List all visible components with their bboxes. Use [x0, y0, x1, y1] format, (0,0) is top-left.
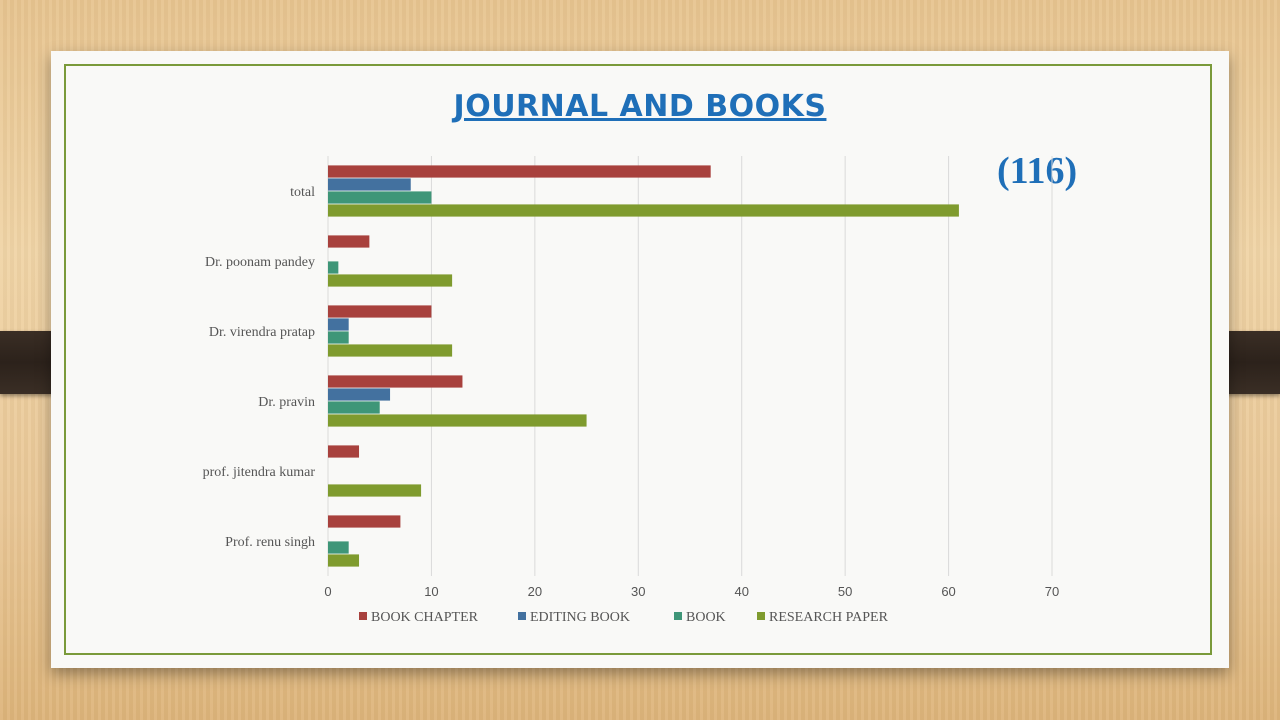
x-tick-label-30: 30: [631, 584, 645, 599]
category-label-prof-renu-singh: Prof. renu singh: [225, 535, 315, 550]
bar-book-chapter-dr-poonam-pandey: [328, 235, 370, 248]
bar-research-paper-dr-pravin: [328, 414, 587, 427]
legend-swatch-book-chapter: [359, 612, 367, 620]
bar-book-chapter-total: [328, 165, 711, 178]
slide-title: JOURNAL AND BOOKS: [453, 89, 827, 124]
legend-label-book: BOOK: [686, 610, 726, 625]
legend-swatch-research-paper: [757, 612, 765, 620]
legend-label-book-chapter: BOOK CHAPTER: [371, 610, 479, 625]
bar-research-paper-prof-renu-singh: [328, 554, 360, 567]
bar-research-paper-total: [328, 204, 959, 217]
category-label-dr-virendra-pratap: Dr. virendra pratap: [209, 325, 315, 340]
x-tick-label-60: 60: [941, 584, 955, 599]
bar-book-chapter-prof-jitendra-kumar: [328, 445, 360, 458]
category-label-prof-jitendra-kumar: prof. jitendra kumar: [203, 465, 316, 480]
legend-swatch-book: [674, 612, 682, 620]
bar-book-dr-pravin: [328, 401, 380, 414]
slide-card: JOURNAL AND BOOKS (116) 0 10 20 30 40 50 60 70 t…: [51, 51, 1229, 668]
x-tick-label-10: 10: [424, 584, 438, 599]
legend-label-research-paper: RESEARCH PAPER: [769, 610, 889, 625]
bar-editing-book-dr-pravin: [328, 388, 391, 401]
bar-book-chapter-dr-virendra-pratap: [328, 305, 432, 318]
bar-book-total: [328, 191, 432, 204]
x-tick-label-70: 70: [1045, 584, 1059, 599]
total-count-badge: (116): [997, 150, 1078, 192]
x-tick-label-50: 50: [838, 584, 852, 599]
bar-book-chapter-dr-pravin: [328, 375, 463, 388]
legend-label-editing-book: EDITING BOOK: [530, 610, 630, 625]
bar-book-prof-renu-singh: [328, 541, 349, 554]
bar-book-dr-virendra-pratap: [328, 331, 349, 344]
bar-book-chapter-prof-renu-singh: [328, 515, 401, 528]
bar-book-dr-poonam-pandey: [328, 261, 339, 274]
x-tick-label-0: 0: [324, 584, 331, 599]
category-label-total: total: [290, 185, 315, 200]
category-label-dr-poonam-pandey: Dr. poonam pandey: [205, 255, 315, 270]
bar-editing-book-dr-virendra-pratap: [328, 318, 349, 331]
bar-research-paper-prof-jitendra-kumar: [328, 484, 422, 497]
bar-research-paper-dr-poonam-pandey: [328, 274, 453, 287]
slide-frame: [64, 64, 1212, 655]
bar-editing-book-total: [328, 178, 411, 191]
bar-chart: 0 10 20 30 40 50 60 70 total Dr. poonam pandey Dr.…: [203, 156, 1059, 625]
x-tick-label-20: 20: [528, 584, 542, 599]
bar-research-paper-dr-virendra-pratap: [328, 344, 453, 357]
category-label-dr-pravin: Dr. pravin: [258, 395, 315, 410]
legend-swatch-editing-book: [518, 612, 526, 620]
x-tick-label-40: 40: [734, 584, 748, 599]
